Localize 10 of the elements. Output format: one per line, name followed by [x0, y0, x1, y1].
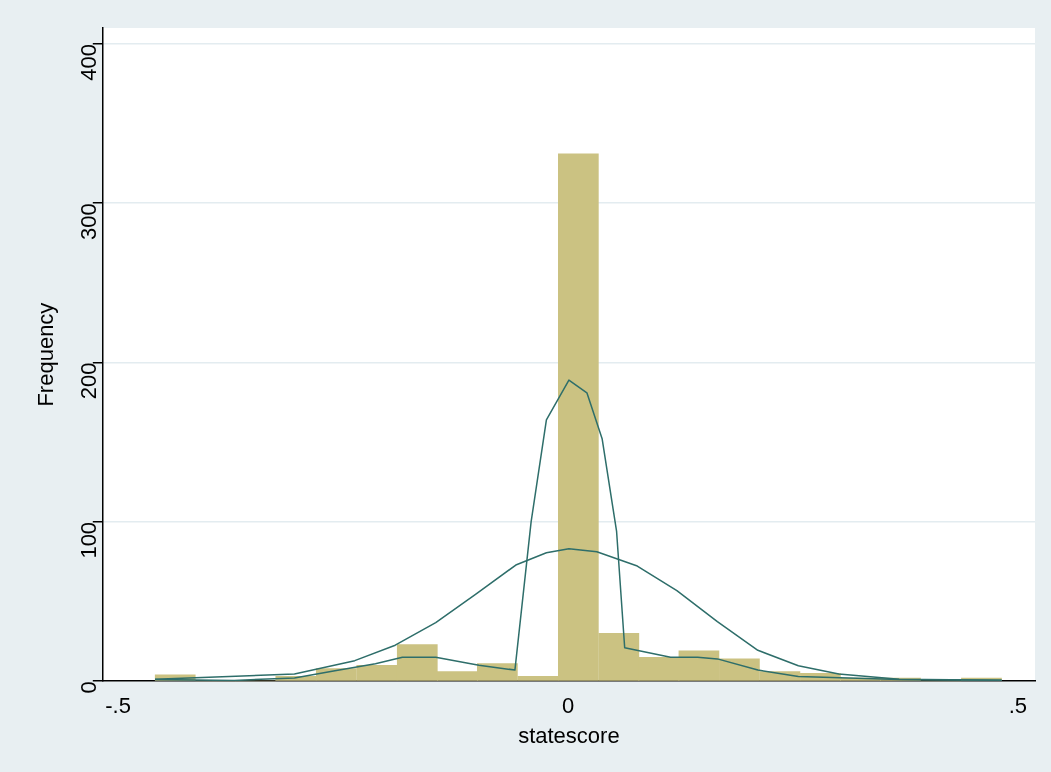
x-tick-label: .5: [1008, 693, 1028, 719]
y-tick-label: 100: [75, 521, 101, 559]
x-tick-label: -.5: [105, 693, 131, 719]
y-tick-label: 300: [75, 203, 101, 240]
y-tick-label: 200: [75, 362, 101, 400]
x-tick-label: 0: [561, 693, 575, 719]
y-tick-label: 400: [75, 43, 101, 81]
x-axis-title: statescore: [518, 722, 620, 748]
y-tick-label: 0: [75, 681, 101, 694]
y-axis-title: Frequency: [33, 302, 59, 407]
